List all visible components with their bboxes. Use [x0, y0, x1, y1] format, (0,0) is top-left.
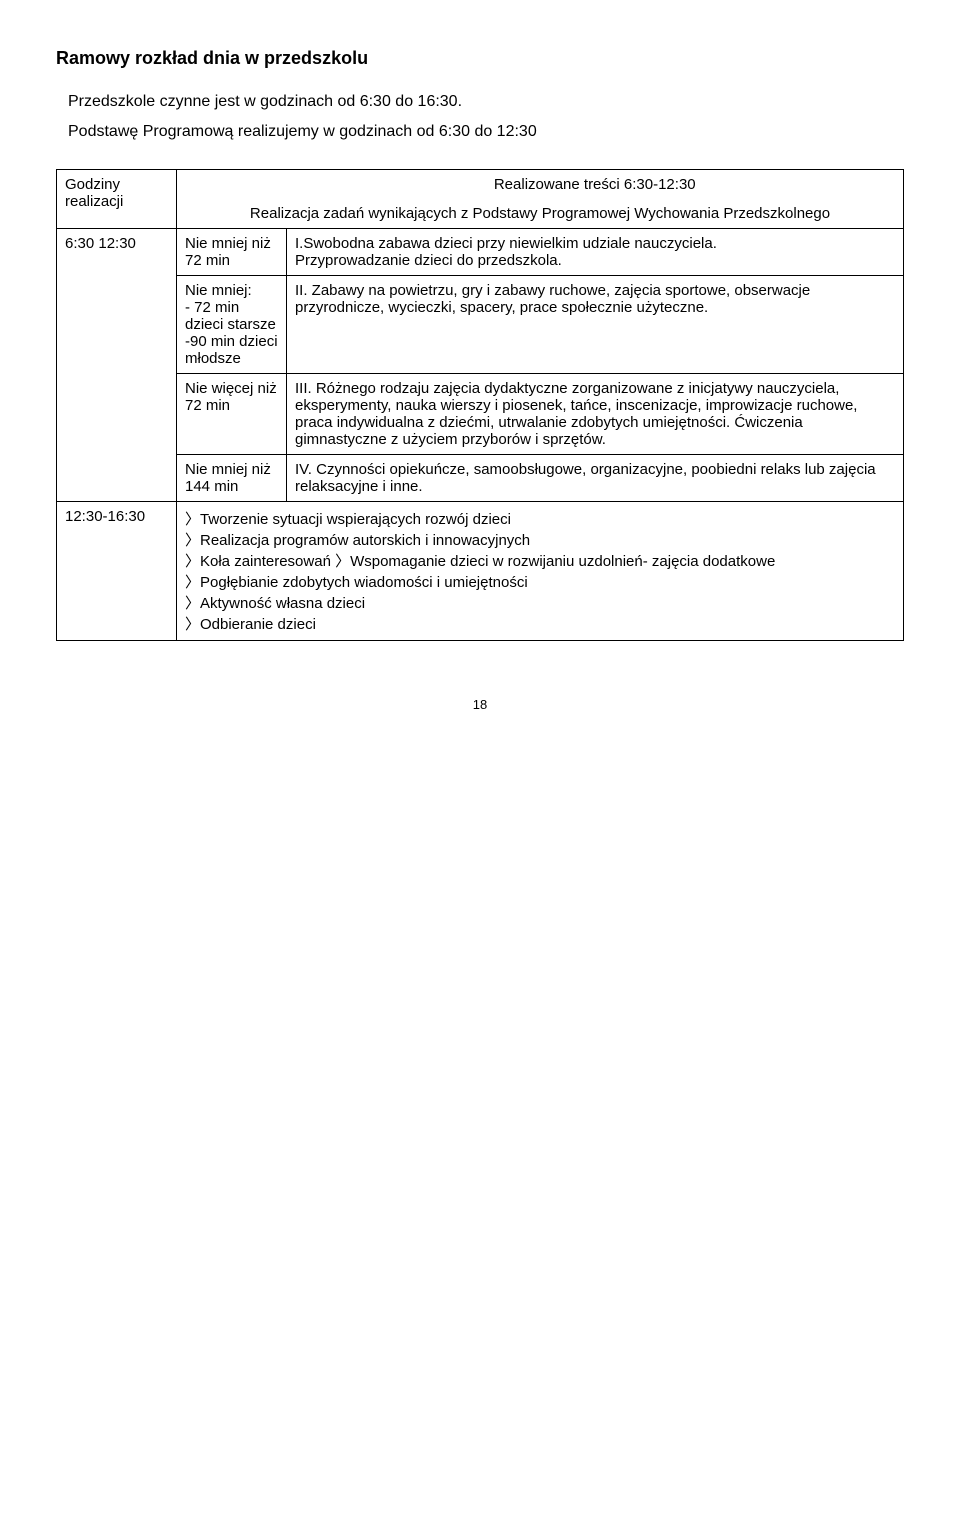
header-spacer — [177, 170, 287, 200]
content-4: IV. Czynności opiekuńcze, samoobsługowe,… — [287, 455, 904, 502]
header-col3b: Realizacja zadań wynikających z Podstawy… — [177, 199, 904, 229]
header-col3a: Realizowane treści 6:30-12:30 — [287, 170, 904, 200]
content-2: II. Zabawy na powietrzu, gry i zabawy ru… — [287, 276, 904, 374]
list-item: 〉Tworzenie sytuacji wspierających rozwój… — [185, 508, 895, 529]
subtitle: Przedszkole czynne jest w godzinach od 6… — [56, 93, 904, 111]
page-number: 18 — [56, 697, 904, 712]
header-col1: Godziny realizacji — [57, 170, 177, 229]
duration-4: Nie mniej niż 144 min — [177, 455, 287, 502]
duration-3: Nie więcej niż 72 min — [177, 374, 287, 455]
page-title: Ramowy rozkład dnia w przedszkolu — [56, 48, 904, 69]
content-5: 〉Tworzenie sytuacji wspierających rozwój… — [177, 502, 904, 641]
list-item: 〉Aktywność własna dzieci — [185, 592, 895, 613]
duration-2: Nie mniej: - 72 min dzieci starsze -90 m… — [177, 276, 287, 374]
subtitle2: Podstawę Programową realizujemy w godzin… — [56, 123, 904, 141]
list-item: 〉Realizacja programów autorskich i innow… — [185, 529, 895, 550]
content-1: I.Swobodna zabawa dzieci przy niewielkim… — [287, 229, 904, 276]
duration-1: Nie mniej niż 72 min — [177, 229, 287, 276]
content-3: III. Różnego rodzaju zajęcia dydaktyczne… — [287, 374, 904, 455]
list-item: 〉Odbieranie dzieci — [185, 613, 895, 634]
list-item: 〉Koła zainteresowań 〉Wspomaganie dzieci … — [185, 550, 895, 571]
schedule-table: Godziny realizacji Realizowane treści 6:… — [56, 169, 904, 641]
time-range-2: 12:30-16:30 — [57, 502, 177, 641]
time-range-1: 6:30 12:30 — [57, 229, 177, 502]
list-item: 〉Pogłębianie zdobytych wiadomości i umie… — [185, 571, 895, 592]
